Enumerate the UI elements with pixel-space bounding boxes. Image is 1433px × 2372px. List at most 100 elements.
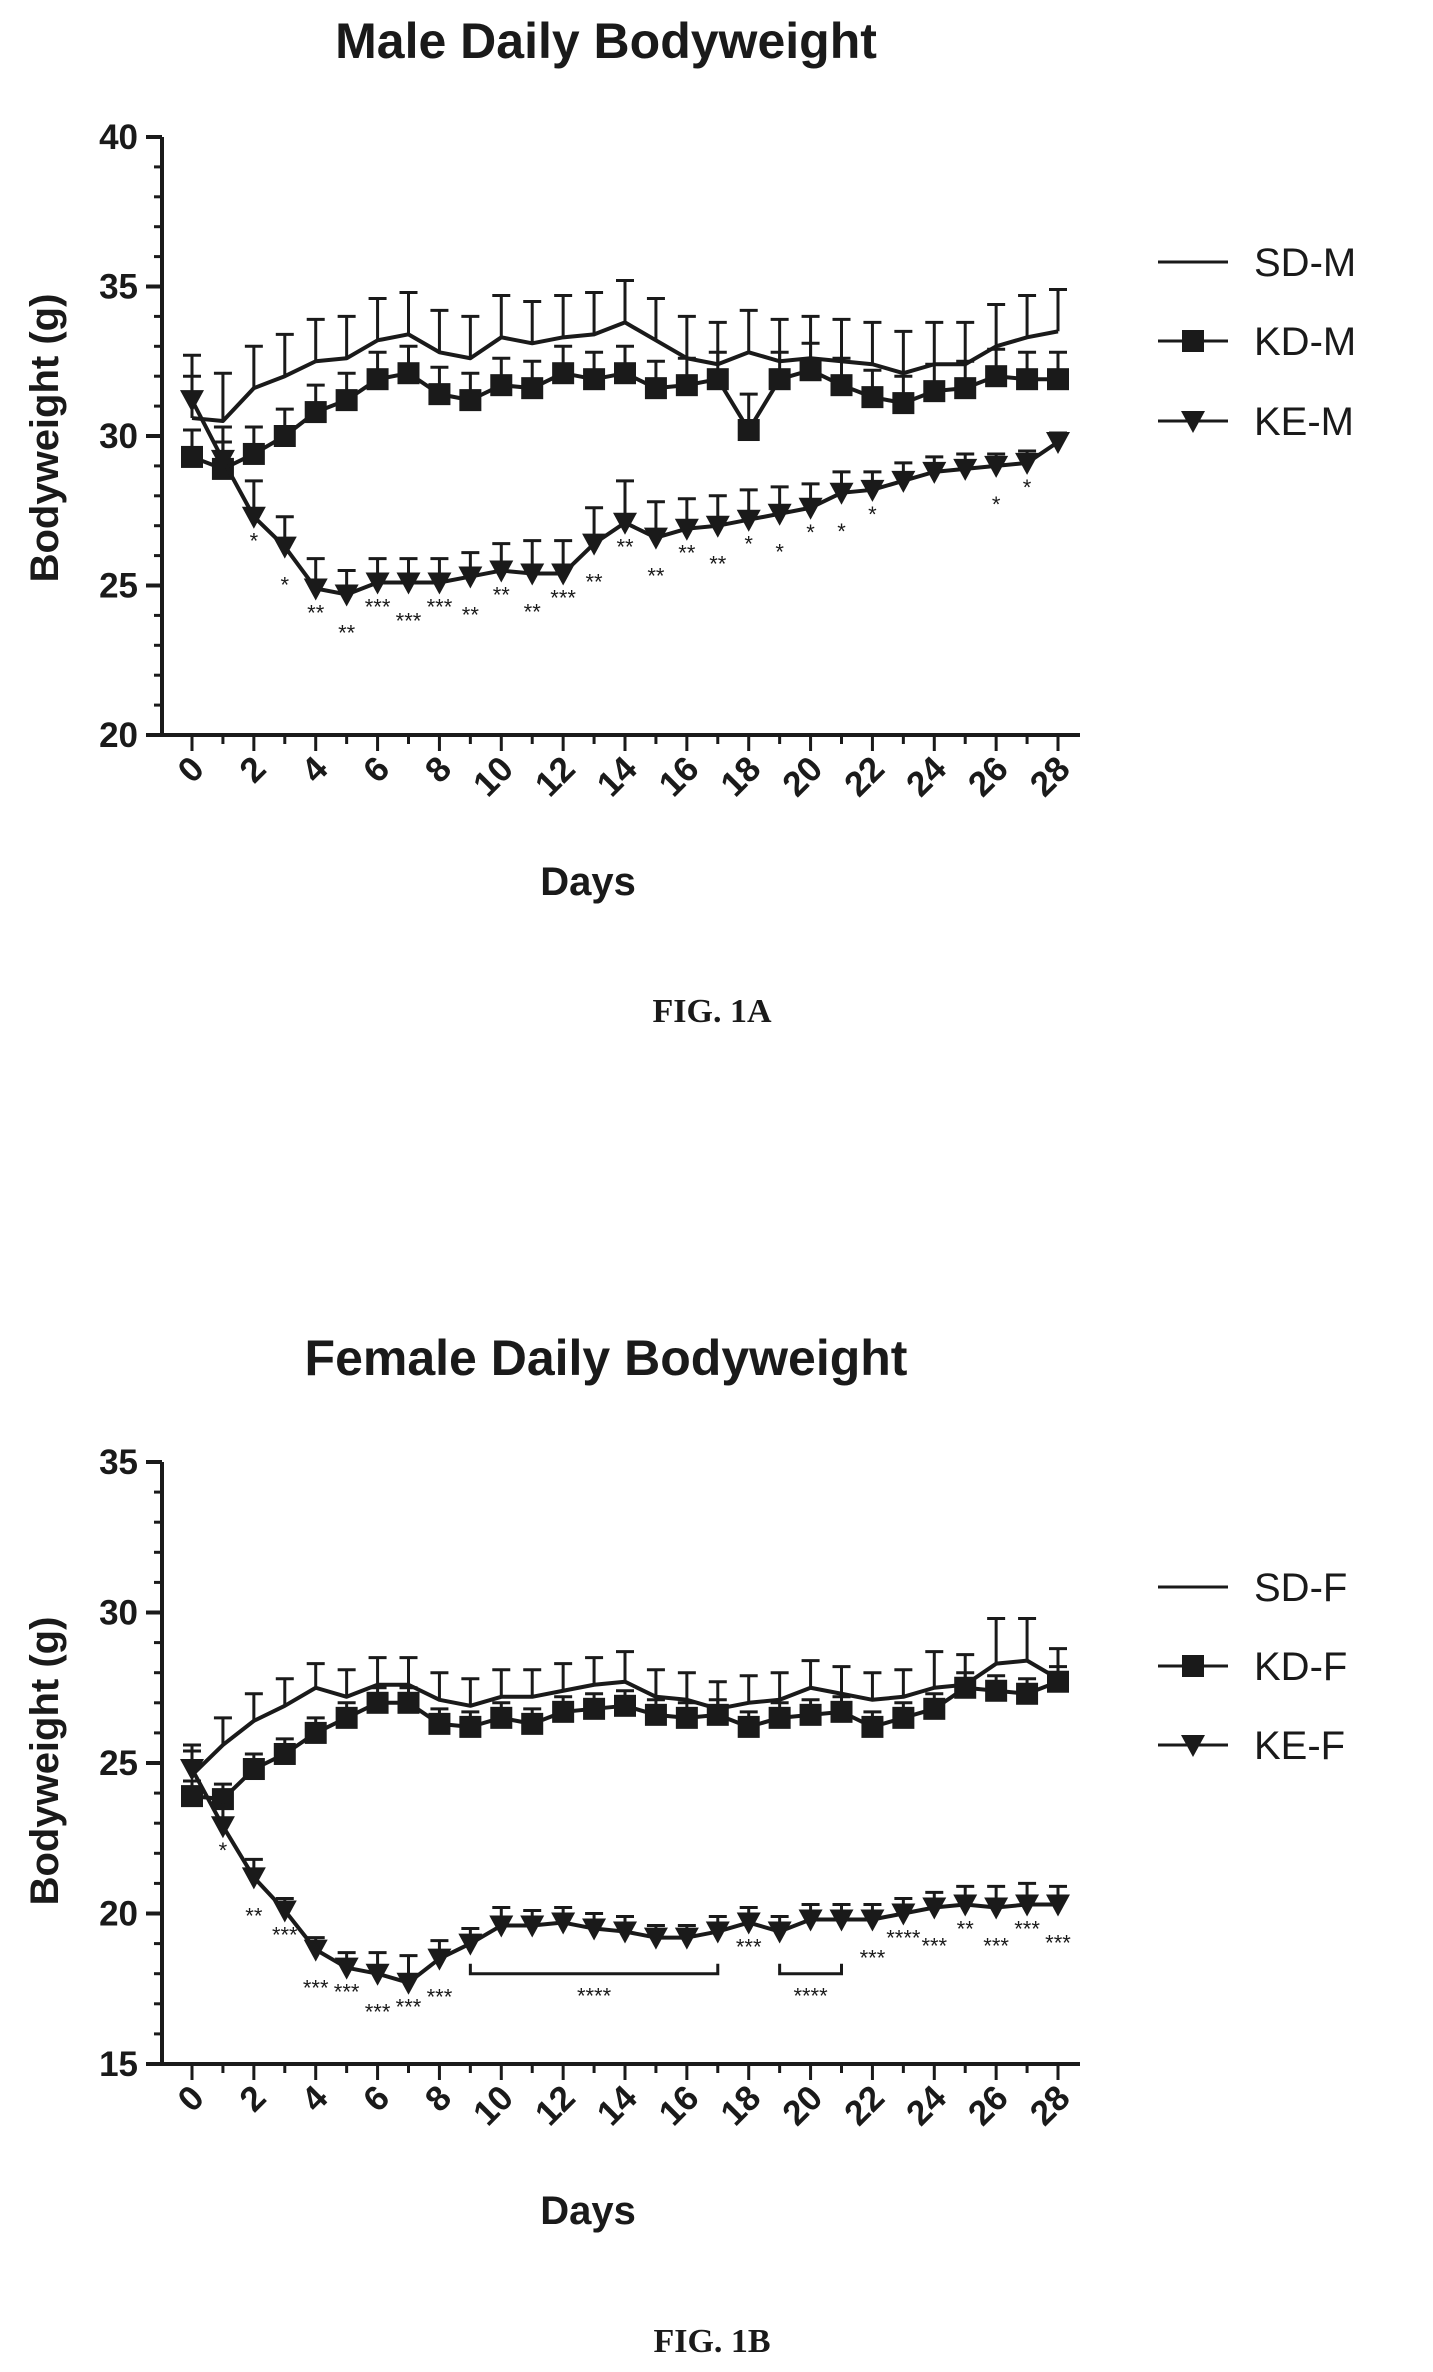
data-point: [705, 1921, 730, 1944]
data-point: [273, 1742, 296, 1765]
data-point: [768, 368, 791, 391]
data-point: [644, 377, 667, 400]
significance-label: *: [837, 519, 846, 544]
data-point: [582, 1918, 607, 1941]
significance-label: ***: [1045, 1930, 1071, 1955]
data-point: [242, 1758, 265, 1781]
data-point: [210, 1816, 235, 1839]
data-point: [583, 1697, 606, 1720]
legend: SD-M KD-M KE-M: [1158, 241, 1356, 444]
data-point: [675, 1706, 698, 1729]
data-point: [984, 455, 1009, 478]
data-point: [1016, 1682, 1039, 1705]
data-point: [334, 1957, 359, 1980]
data-point: [521, 377, 544, 400]
data-point: [737, 1715, 760, 1738]
data-point: [365, 572, 390, 595]
data-point: [798, 497, 823, 520]
x-tick-label: 24: [899, 749, 954, 804]
data-point: [954, 377, 977, 400]
data-point: [241, 506, 266, 529]
data-point: [459, 1715, 482, 1738]
significance-label: *: [992, 492, 1001, 517]
chart-title: Male Daily Bodyweight: [335, 13, 877, 69]
data-point: [1046, 431, 1070, 454]
data-point: [614, 1694, 636, 1717]
data-point: [396, 1972, 421, 1995]
data-point: [643, 527, 668, 550]
data-point: [397, 1691, 420, 1714]
data-point: [830, 1700, 853, 1723]
data-point: [520, 1915, 545, 1938]
x-tick-label: 24: [899, 2078, 954, 2133]
data-point: [241, 1867, 266, 1890]
x-tick-label: 8: [418, 2078, 459, 2119]
data-point: [335, 389, 358, 412]
x-tick-label: 6: [356, 2078, 397, 2119]
significance-label: **: [493, 583, 511, 608]
data-point: [705, 515, 730, 538]
data-point: [799, 1703, 822, 1726]
series-KE-M: [180, 353, 1070, 607]
data-point: [181, 1785, 203, 1808]
legend-item-SD-F: SD-F: [1158, 1566, 1347, 1610]
data-point: [891, 1903, 916, 1926]
x-tick-label: 20: [775, 749, 830, 804]
y-tick-label: 35: [99, 1443, 138, 1482]
data-point: [1015, 1894, 1040, 1917]
legend: SD-F KD-F KE-F: [1158, 1566, 1347, 1768]
data-point: [304, 1721, 327, 1744]
significance-label: ***: [396, 609, 422, 634]
data-point: [829, 1909, 854, 1932]
significance-label: *: [250, 529, 259, 554]
data-point: [335, 1706, 358, 1729]
legend-label: KE-F: [1254, 1724, 1345, 1768]
data-point: [860, 1909, 885, 1932]
significance-label: *: [775, 540, 784, 565]
y-tick-label: 25: [99, 567, 138, 606]
data-point: [583, 368, 606, 391]
series-line: [191, 320, 1059, 424]
x-axis-label: Days: [540, 2189, 636, 2233]
x-tick-label: 14: [590, 749, 645, 804]
significance-label: **: [307, 600, 325, 625]
data-point: [923, 380, 946, 403]
data-point: [397, 362, 420, 385]
data-point: [706, 1703, 729, 1726]
data-point: [922, 461, 947, 484]
data-point: [798, 1909, 823, 1932]
data-point: [489, 560, 514, 583]
significance-label: **: [616, 535, 634, 560]
legend-label: KD-M: [1254, 320, 1356, 364]
legend-item-KE-F: KE-F: [1158, 1724, 1345, 1768]
significance-label: ***: [365, 2000, 391, 2025]
series-KD-F: [181, 1665, 1069, 1811]
data-point: [1046, 1894, 1070, 1917]
data-point: [490, 1706, 513, 1729]
x-tick-label: 22: [837, 749, 892, 804]
data-point: [892, 1706, 915, 1729]
significance-label: **: [245, 1903, 263, 1928]
data-point: [829, 482, 854, 505]
significance-label: **: [709, 552, 727, 577]
data-point: [273, 425, 296, 447]
x-tick-label: 4: [294, 2078, 336, 2120]
significance-label: *: [806, 520, 815, 545]
data-point: [458, 1933, 483, 1956]
data-point: [614, 362, 636, 385]
series-KE-F: [180, 1743, 1070, 1995]
x-tick-label: 10: [466, 749, 521, 804]
data-point: [272, 536, 297, 559]
x-tick-label: 18: [713, 2078, 768, 2133]
series-SD-M: [183, 279, 1067, 424]
x-tick-label: 28: [1023, 2078, 1078, 2133]
data-point: [427, 1948, 452, 1971]
data-point: [891, 470, 916, 493]
chart-title: Female Daily Bodyweight: [305, 1330, 908, 1386]
data-point: [644, 1703, 667, 1726]
x-tick-label: 10: [466, 2078, 521, 2133]
x-tick-label: 0: [170, 749, 211, 790]
data-point: [180, 390, 204, 413]
data-point: [737, 419, 760, 442]
